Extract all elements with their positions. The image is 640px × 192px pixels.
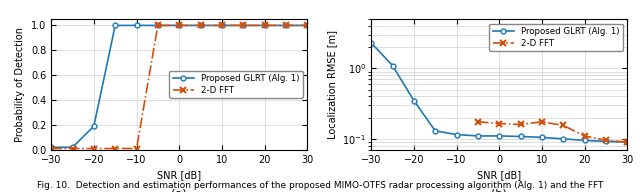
- 2-D FFT: [68, 147, 76, 150]
- 2-D FFT: [196, 24, 204, 26]
- 2-D FFT: [47, 147, 55, 150]
- Proposed GLRT (Alg. 1): [623, 141, 631, 143]
- 2-D FFT: [580, 135, 588, 137]
- Line: 2-D FFT: 2-D FFT: [475, 119, 630, 145]
- Proposed GLRT (Alg. 1): [559, 138, 567, 140]
- Line: Proposed GLRT (Alg. 1): Proposed GLRT (Alg. 1): [49, 23, 310, 150]
- Text: Fig. 10.  Detection and estimation performances of the proposed MIMO-OTFS radar : Fig. 10. Detection and estimation perfor…: [37, 181, 603, 190]
- Proposed GLRT (Alg. 1): [303, 24, 311, 26]
- Proposed GLRT (Alg. 1): [132, 24, 140, 26]
- 2-D FFT: [602, 139, 610, 142]
- Proposed GLRT (Alg. 1): [538, 136, 546, 138]
- 2-D FFT: [623, 141, 631, 143]
- Proposed GLRT (Alg. 1): [495, 135, 503, 137]
- Proposed GLRT (Alg. 1): [367, 42, 375, 44]
- Line: Proposed GLRT (Alg. 1): Proposed GLRT (Alg. 1): [369, 41, 630, 145]
- 2-D FFT: [175, 24, 183, 26]
- X-axis label: SNR [dB]: SNR [dB]: [477, 170, 521, 180]
- Proposed GLRT (Alg. 1): [111, 24, 119, 26]
- Proposed GLRT (Alg. 1): [260, 24, 268, 26]
- 2-D FFT: [303, 24, 311, 26]
- Proposed GLRT (Alg. 1): [218, 24, 226, 26]
- 2-D FFT: [538, 121, 546, 123]
- Proposed GLRT (Alg. 1): [452, 133, 460, 136]
- 2-D FFT: [239, 24, 247, 26]
- Proposed GLRT (Alg. 1): [90, 125, 98, 127]
- 2-D FFT: [218, 24, 226, 26]
- Proposed GLRT (Alg. 1): [388, 64, 396, 67]
- 2-D FFT: [282, 24, 290, 26]
- Proposed GLRT (Alg. 1): [580, 139, 588, 142]
- 2-D FFT: [132, 147, 140, 150]
- Proposed GLRT (Alg. 1): [175, 24, 183, 26]
- 2-D FFT: [495, 122, 503, 125]
- Y-axis label: Probability of Detection: Probability of Detection: [15, 27, 26, 142]
- 2-D FFT: [154, 24, 162, 26]
- 2-D FFT: [90, 147, 98, 150]
- Proposed GLRT (Alg. 1): [410, 99, 418, 102]
- 2-D FFT: [516, 123, 524, 126]
- Proposed GLRT (Alg. 1): [431, 130, 439, 132]
- Proposed GLRT (Alg. 1): [474, 135, 482, 137]
- 2-D FFT: [111, 147, 119, 150]
- Line: 2-D FFT: 2-D FFT: [48, 22, 310, 152]
- Y-axis label: Localization RMSE [m]: Localization RMSE [m]: [327, 30, 337, 139]
- 2-D FFT: [260, 24, 268, 26]
- Proposed GLRT (Alg. 1): [282, 24, 290, 26]
- 2-D FFT: [474, 121, 482, 123]
- Text: (b): (b): [492, 189, 507, 192]
- Proposed GLRT (Alg. 1): [196, 24, 204, 26]
- Proposed GLRT (Alg. 1): [602, 140, 610, 142]
- 2-D FFT: [559, 124, 567, 127]
- X-axis label: SNR [dB]: SNR [dB]: [157, 170, 201, 180]
- Proposed GLRT (Alg. 1): [516, 135, 524, 138]
- Text: (a): (a): [172, 189, 187, 192]
- Legend: Proposed GLRT (Alg. 1), 2-D FFT: Proposed GLRT (Alg. 1), 2-D FFT: [169, 71, 303, 98]
- Proposed GLRT (Alg. 1): [239, 24, 247, 26]
- Proposed GLRT (Alg. 1): [47, 146, 55, 148]
- Legend: Proposed GLRT (Alg. 1), 2-D FFT: Proposed GLRT (Alg. 1), 2-D FFT: [489, 23, 623, 51]
- Proposed GLRT (Alg. 1): [68, 146, 76, 148]
- Proposed GLRT (Alg. 1): [154, 24, 162, 26]
